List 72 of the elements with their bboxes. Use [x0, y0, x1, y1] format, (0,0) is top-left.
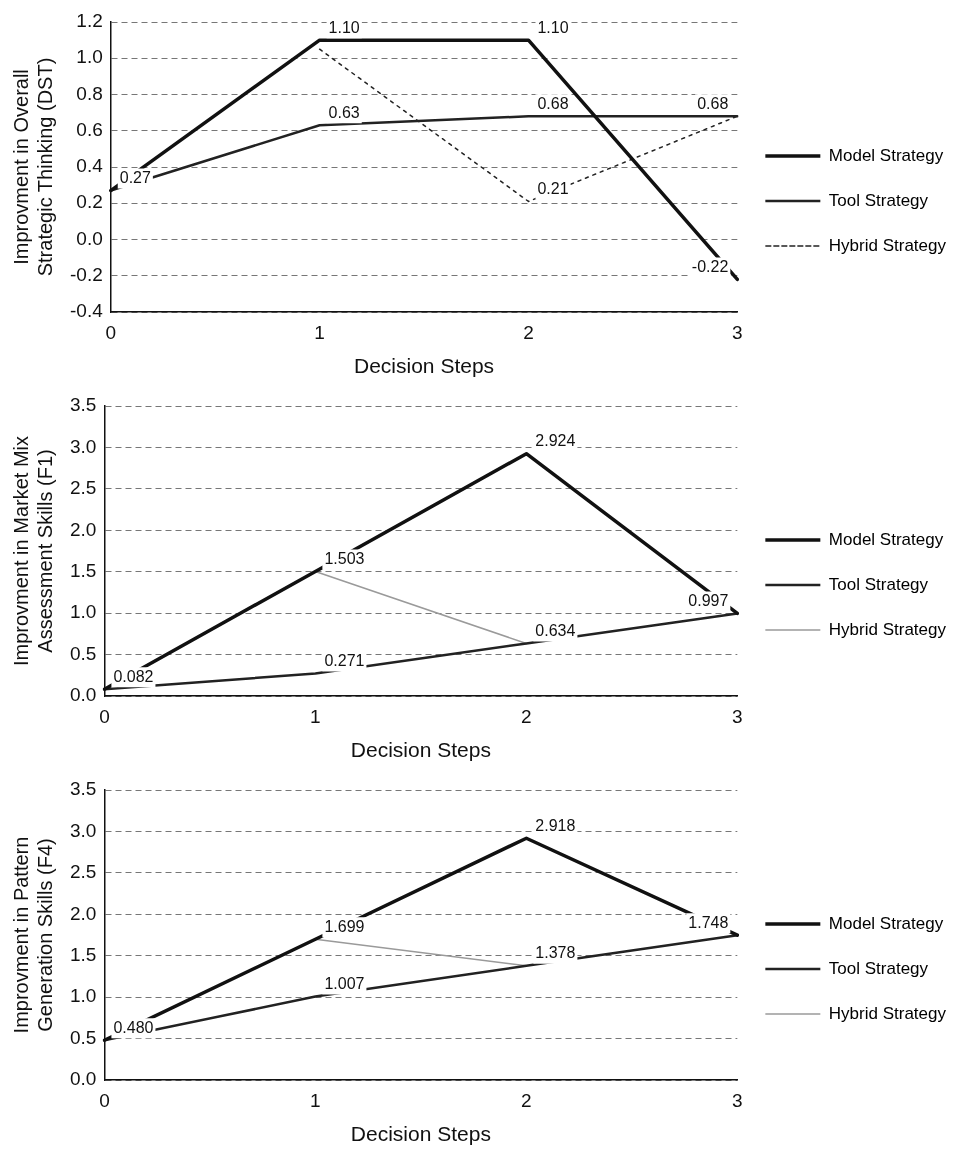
x-tick-label: 2	[523, 321, 534, 343]
x-axis-title: Decision Steps	[350, 738, 491, 762]
y-tick-label: 2.0	[69, 902, 97, 924]
y-tick-label: -0.4	[69, 300, 104, 322]
y-tick-label: -0.2	[69, 263, 103, 285]
y-tick-label: 0.2	[76, 191, 103, 213]
y-tick-label: 1.5	[69, 943, 97, 965]
y-tick-label: 3.0	[69, 819, 97, 841]
y-tick-label: 2.5	[69, 861, 97, 883]
x-tick-label: 3	[732, 705, 743, 727]
y-axis-title: Improvment in Overall Strategic Thinking (DST)	[9, 57, 56, 277]
y-tick-label: 3.0	[69, 435, 97, 457]
y-tick-label: 1.5	[69, 559, 97, 581]
y-tick-label: 1.0	[76, 46, 103, 68]
x-tick-label: 1	[310, 1089, 321, 1111]
x-tick-label: 0	[99, 705, 110, 727]
data-label: 2.918	[535, 816, 576, 834]
data-label: 0.68	[537, 94, 569, 112]
x-tick-label: 0	[105, 321, 117, 343]
data-label: 1.748	[688, 913, 729, 931]
data-label: 1.007	[324, 974, 365, 992]
x-tick-label: 1	[314, 321, 325, 343]
data-label: 0.082	[113, 667, 154, 685]
legend-label: Hybrid Strategy	[828, 619, 947, 639]
data-label: 0.271	[324, 651, 365, 669]
data-label: 0.634	[535, 621, 576, 639]
legend-label: Hybrid Strategy	[828, 235, 947, 255]
data-label: 0.68	[697, 94, 729, 112]
data-label: 1.503	[324, 549, 365, 567]
x-tick-label: 0	[99, 1089, 110, 1111]
data-label: 1.378	[535, 944, 576, 962]
legend-label: Hybrid Strategy	[828, 1003, 947, 1023]
data-label: 1.10	[328, 18, 360, 36]
legend-label: Model Strategy	[828, 145, 944, 165]
y-tick-label: 3.5	[69, 778, 97, 800]
y-tick-label: 0.0	[69, 1068, 97, 1090]
y-tick-label: 0.5	[69, 642, 97, 664]
legend-label: Tool Strategy	[828, 190, 929, 210]
y-tick-label: 1.0	[69, 985, 97, 1007]
data-label: 0.997	[688, 591, 729, 609]
x-tick-label: 1	[310, 705, 321, 727]
y-tick-label: 3.5	[69, 394, 97, 416]
x-tick-label: 2	[521, 1089, 532, 1111]
y-tick-label: 0.6	[76, 118, 103, 140]
y-tick-label: 0.4	[76, 155, 104, 177]
data-label: 0.480	[113, 1018, 154, 1036]
legend-label: Model Strategy	[828, 913, 944, 933]
y-tick-label: 1.0	[69, 601, 97, 623]
y-tick-label: 0.0	[76, 227, 103, 249]
data-label: 1.699	[324, 917, 365, 935]
legend-label: Tool Strategy	[828, 958, 929, 978]
y-axis-title: Improvment in Pattern Generation Skills (F4)	[9, 836, 56, 1034]
data-label: 1.10	[537, 18, 569, 36]
x-tick-label: 3	[732, 321, 743, 343]
y-tick-label: 0.0	[69, 684, 97, 706]
x-axis-title: Decision Steps	[350, 1122, 491, 1146]
y-axis-title: Improvment in Market Mix Assessment Skills (F1)	[9, 435, 56, 667]
x-tick-label: 3	[732, 1089, 743, 1111]
y-tick-label: 0.8	[76, 82, 103, 104]
y-tick-label: 1.2	[76, 10, 103, 32]
y-tick-label: 2.0	[69, 518, 97, 540]
data-label: 0.21	[537, 179, 569, 197]
y-tick-label: 0.5	[69, 1026, 97, 1048]
x-axis-title: Decision Steps	[354, 354, 495, 378]
y-tick-label: 2.5	[69, 477, 97, 499]
data-label: -0.22	[691, 257, 729, 275]
data-label: 0.27	[119, 168, 151, 186]
data-label: 0.63	[328, 103, 360, 121]
data-label: 2.924	[535, 432, 576, 450]
legend-label: Model Strategy	[828, 529, 944, 549]
x-tick-label: 2	[521, 705, 532, 727]
legend-label: Tool Strategy	[828, 574, 929, 594]
